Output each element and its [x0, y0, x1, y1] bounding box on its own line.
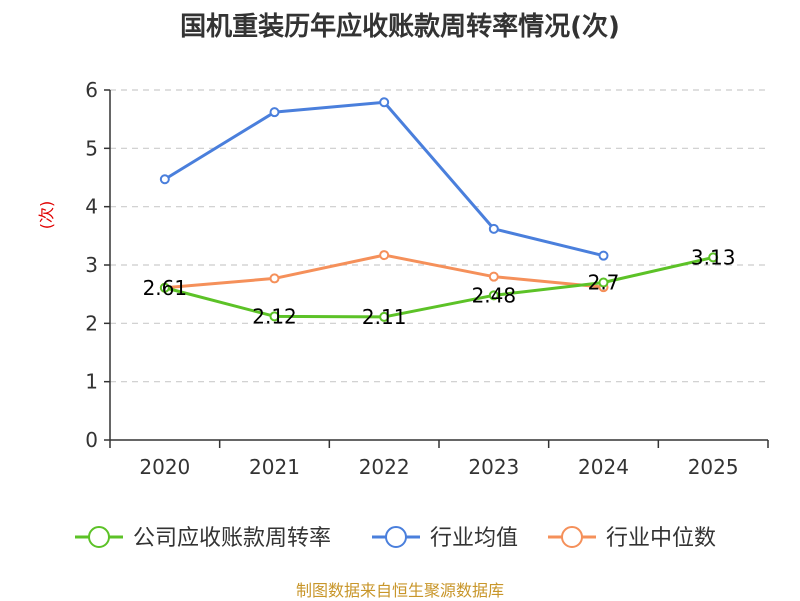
legend-label: 行业均值 — [430, 526, 518, 551]
y-tick-label: 2 — [85, 311, 98, 335]
legend-label: 行业中位数 — [606, 526, 716, 551]
y-tick-label: 4 — [85, 195, 98, 219]
legend-marker — [561, 526, 583, 548]
y-axis-label: (次) — [37, 201, 56, 230]
legend-label: 公司应收账款周转率 — [133, 526, 331, 551]
series-point-1 — [488, 223, 499, 234]
x-tick-label: 2025 — [688, 455, 739, 479]
series-point-2 — [379, 250, 390, 261]
series-line-0 — [164, 255, 714, 319]
series-point-0 — [159, 282, 170, 293]
x-tick-label: 2023 — [468, 455, 519, 479]
y-tick-label: 5 — [85, 136, 98, 160]
series-point-1 — [159, 174, 170, 185]
series-point-0 — [269, 311, 280, 322]
series-point-0 — [598, 277, 609, 288]
data-labels: 2.61 2.12 2.11 2.48 2.7 3.13 — [143, 245, 736, 329]
data-label: 2.12 — [252, 304, 297, 328]
chart-title: 国机重装历年应收账款周转率情况(次) — [180, 12, 620, 42]
y-tick-label: 6 — [85, 78, 98, 102]
x-tick-label: 2024 — [578, 455, 629, 479]
data-label: 3.13 — [691, 245, 736, 269]
series-line-1 — [164, 100, 604, 258]
series-point-1 — [269, 107, 280, 118]
legend: 公司应收账款周转率 行业均值 行业中位数 — [75, 526, 716, 551]
y-tick-label: 0 — [85, 428, 98, 452]
y-tick-label: 3 — [85, 253, 98, 277]
series-point-2 — [488, 271, 499, 282]
x-tick-label: 2021 — [249, 455, 300, 479]
series-point-2 — [269, 273, 280, 284]
series-point-0 — [379, 311, 390, 322]
grid-lines — [110, 89, 768, 383]
legend-marker — [385, 526, 407, 548]
legend-marker — [88, 526, 110, 548]
x-tick-label: 2022 — [359, 455, 410, 479]
data-label: 2.7 — [588, 271, 620, 295]
series-point-0 — [488, 290, 499, 301]
series-lines — [159, 97, 719, 322]
data-label: 2.61 — [143, 276, 188, 300]
axes: 0 1 2 3 4 5 6 2020 2021 2022 2023 2024 2025 (次) — [37, 78, 769, 479]
y-tick-label: 1 — [85, 370, 98, 394]
series-point-1 — [598, 250, 609, 261]
x-tick-label: 2020 — [139, 455, 190, 479]
source-note: 制图数据来自恒生聚源数据库 — [295, 581, 504, 600]
data-label: 2.11 — [362, 305, 407, 329]
data-label: 2.48 — [472, 283, 517, 307]
series-point-1 — [379, 97, 390, 108]
series-point-0 — [708, 252, 719, 263]
